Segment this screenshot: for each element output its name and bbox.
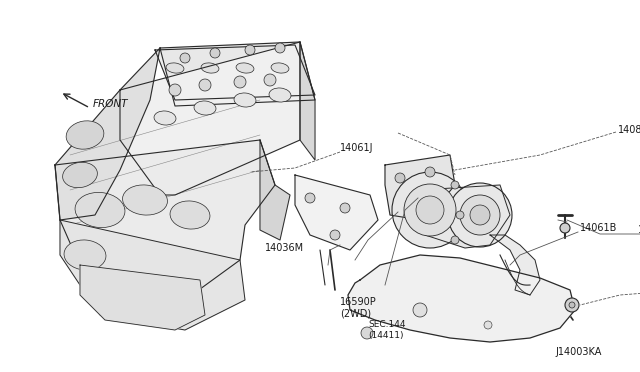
Ellipse shape — [201, 63, 219, 73]
Polygon shape — [260, 140, 290, 240]
Circle shape — [470, 205, 490, 225]
Circle shape — [451, 181, 459, 189]
Circle shape — [180, 53, 190, 63]
Ellipse shape — [63, 162, 97, 188]
Ellipse shape — [236, 63, 254, 73]
Circle shape — [234, 76, 246, 88]
Text: J14003KA: J14003KA — [555, 347, 602, 357]
Circle shape — [210, 48, 220, 58]
Ellipse shape — [271, 63, 289, 73]
Circle shape — [416, 196, 444, 224]
Text: SEC.144
(14411): SEC.144 (14411) — [368, 320, 406, 340]
Circle shape — [275, 43, 285, 53]
Polygon shape — [420, 185, 510, 248]
Text: FRONT: FRONT — [93, 99, 129, 109]
Circle shape — [560, 223, 570, 233]
Ellipse shape — [154, 111, 176, 125]
Circle shape — [169, 84, 181, 96]
Circle shape — [199, 79, 211, 91]
Ellipse shape — [269, 88, 291, 102]
Text: 14080G: 14080G — [638, 225, 640, 235]
Text: 14061B: 14061B — [580, 223, 618, 233]
Circle shape — [569, 302, 575, 308]
Circle shape — [340, 203, 350, 213]
Circle shape — [404, 184, 456, 236]
Circle shape — [395, 173, 405, 183]
Circle shape — [460, 195, 500, 235]
Polygon shape — [295, 175, 378, 250]
Polygon shape — [160, 42, 315, 106]
Circle shape — [565, 298, 579, 312]
Text: 16590P
(2WD): 16590P (2WD) — [340, 297, 377, 319]
Circle shape — [425, 167, 435, 177]
Ellipse shape — [170, 201, 210, 229]
Circle shape — [410, 203, 420, 213]
Polygon shape — [120, 42, 300, 195]
Ellipse shape — [194, 101, 216, 115]
Polygon shape — [300, 42, 315, 160]
Polygon shape — [385, 155, 455, 220]
Polygon shape — [55, 140, 275, 300]
Circle shape — [451, 236, 459, 244]
Circle shape — [448, 183, 512, 247]
Text: 14036M: 14036M — [266, 243, 305, 253]
Text: 14061J: 14061J — [340, 143, 374, 153]
Ellipse shape — [66, 121, 104, 149]
Ellipse shape — [122, 185, 168, 215]
Ellipse shape — [166, 63, 184, 73]
Circle shape — [484, 321, 492, 329]
Polygon shape — [155, 45, 315, 100]
Circle shape — [264, 74, 276, 86]
Polygon shape — [490, 235, 540, 295]
Polygon shape — [55, 48, 160, 220]
Polygon shape — [348, 255, 575, 342]
Circle shape — [392, 172, 468, 248]
Circle shape — [305, 193, 315, 203]
Circle shape — [245, 45, 255, 55]
Ellipse shape — [234, 93, 256, 107]
Circle shape — [456, 211, 464, 219]
Circle shape — [435, 195, 445, 205]
Ellipse shape — [75, 192, 125, 228]
Ellipse shape — [64, 240, 106, 270]
Circle shape — [413, 303, 427, 317]
Polygon shape — [60, 220, 245, 330]
Text: 14084E: 14084E — [618, 125, 640, 135]
Circle shape — [330, 230, 340, 240]
Circle shape — [361, 327, 373, 339]
Polygon shape — [80, 265, 205, 330]
